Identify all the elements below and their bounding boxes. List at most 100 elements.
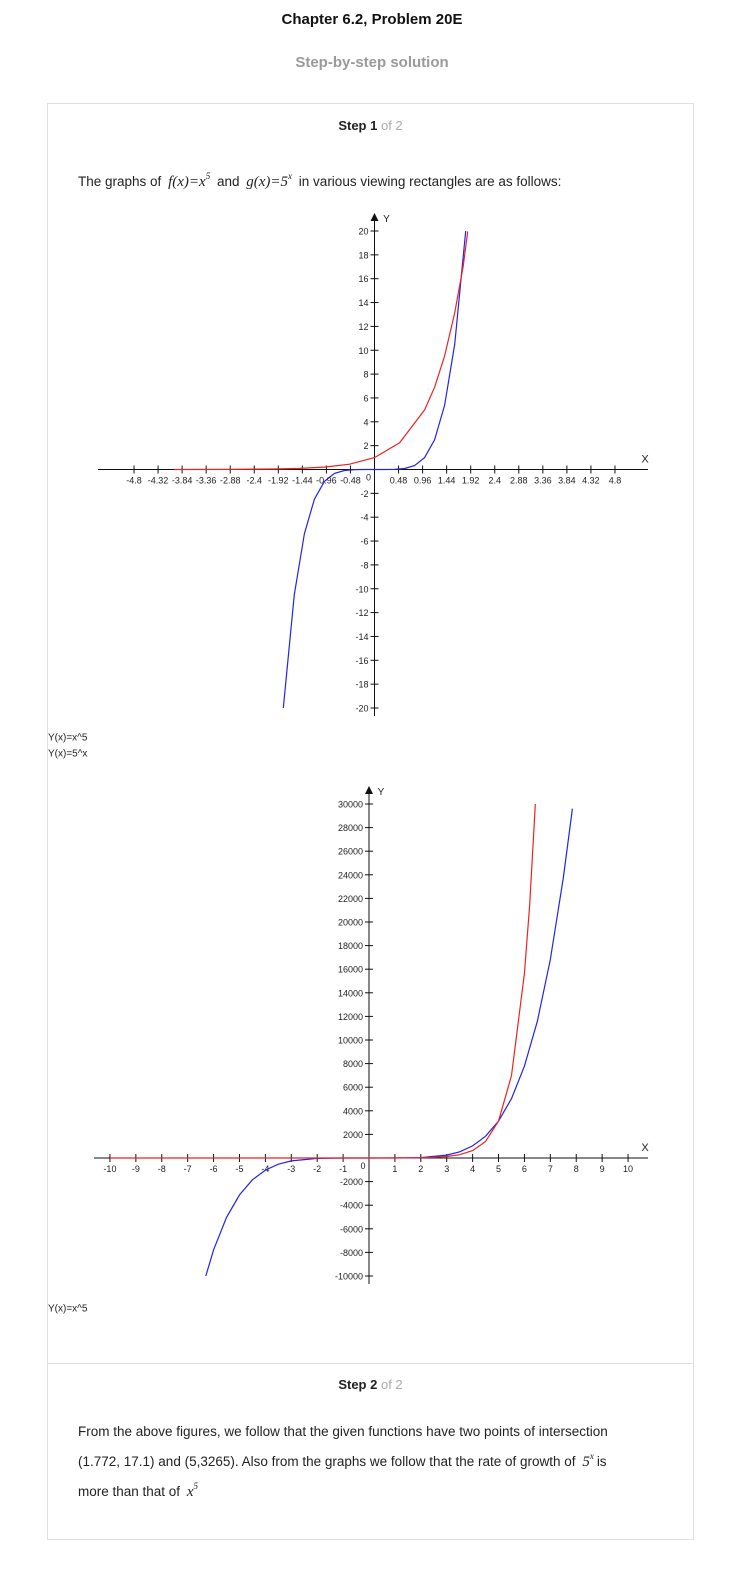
x-tick-label: -8: [158, 1164, 166, 1174]
x-tick-label: 4.32: [582, 476, 600, 486]
y-tick-label: -4000: [340, 1201, 363, 1211]
step-2-text: From the above figures, we follow that t…: [78, 1420, 648, 1504]
x-tick-label: 5: [496, 1164, 501, 1174]
y-tick-label: 6: [363, 393, 368, 403]
y-tick-label: -6: [360, 537, 368, 547]
y-axis-arrow: [370, 213, 379, 221]
x-tick-label: 1.92: [462, 476, 480, 486]
growth-base: 5: [582, 1454, 590, 1470]
y-tick-label: 12000: [338, 1012, 363, 1022]
y-tick-label: 4: [363, 417, 368, 427]
y-tick-label: -6000: [340, 1224, 363, 1234]
graph-2: Y X -10 -9 -8 -7 -6 -5 -4 -3 -2 -1 0 1 2 3 4 5 6 7 8 9 10 30000…: [48, 104, 695, 1344]
y-tick-label: 14: [358, 298, 368, 308]
y-tick-label: 2: [363, 441, 368, 451]
series-line-x-pow-5: [205, 808, 573, 1277]
series-line-5-pow-x: [110, 803, 536, 1159]
legend-label: Y(x)=5^x: [48, 749, 87, 760]
y-tick-label: 26000: [338, 847, 363, 857]
step-2-header: Step 2 of 2: [48, 1377, 693, 1392]
x-tick-label: 2: [418, 1164, 423, 1174]
f-formula-exponent: 5: [205, 171, 211, 181]
y-tick-label: -2000: [340, 1177, 363, 1187]
x-tick-label: -1.44: [292, 476, 313, 486]
x-tick-label: -10: [103, 1164, 116, 1174]
y-tick-label: 4000: [343, 1106, 363, 1116]
slow-exponent: 5: [193, 1481, 199, 1491]
graph-2-svg: YX-10 -9 -8 -7 -6 -5 -4 -3 -2 -1 0 1 2 3 4 5 6 7 8 9 1030000…: [48, 786, 649, 1315]
legend-label: Y(x)=x^5: [48, 733, 88, 744]
y-tick-label: -12: [355, 608, 368, 618]
y-tick-label: 20000: [338, 918, 363, 928]
y-tick-label: -14: [355, 632, 368, 642]
step-2-line-2: (1.772, 17.1) and (5,3265). Also from th…: [78, 1444, 648, 1474]
step-2-line-2-text: (1.772, 17.1) and (5,3265). Also from th…: [78, 1454, 576, 1469]
g-formula: g(x)=5x: [246, 171, 292, 190]
step-1-count: of 2: [380, 118, 403, 133]
legend-label: Y(x)=x^5: [48, 1304, 88, 1315]
intro-and: and: [216, 174, 240, 189]
y-tick-label: 16: [358, 274, 368, 284]
y-tick-label: 28000: [338, 823, 363, 833]
step-1-intro: The graphs of f(x)=x5 and g(x)=5x in var…: [78, 164, 648, 194]
x-tick-label: 3.36: [534, 476, 552, 486]
y-tick-label: 2000: [343, 1130, 363, 1140]
y-tick-label: -16: [355, 656, 368, 666]
f-formula: f(x)=x5: [168, 171, 211, 190]
x-tick-label: -6: [210, 1164, 218, 1174]
chapter-title: Chapter 6.2, Problem 20E: [281, 11, 463, 28]
y-axis-arrow: [365, 786, 373, 794]
y-tick-label: 24000: [338, 870, 363, 880]
y-tick-label: 14000: [338, 988, 363, 998]
graph-1: Y X -4.8 -4.32 -3.84 -3.36 -2.88 -2.4 -1.92 -1.44…: [48, 104, 695, 774]
x-tick-label: -4.8: [126, 476, 142, 486]
x-tick-label: -4.32: [148, 476, 169, 486]
y-tick-label: -18: [355, 680, 368, 690]
x-tick-label: -2: [313, 1164, 321, 1174]
x-tick-label: -1: [339, 1164, 347, 1174]
f-formula-base: f(x)=x: [168, 174, 206, 190]
y-tick-label: 8000: [343, 1059, 363, 1069]
slow-base: x: [186, 1484, 194, 1500]
step-divider: [48, 1363, 693, 1364]
y-tick-label: -8000: [340, 1248, 363, 1258]
y-tick-label: 16000: [338, 965, 363, 975]
x-tick-label: 6: [522, 1164, 527, 1174]
y-tick-label: 18: [358, 250, 368, 260]
x-tick-label: 0.96: [414, 476, 432, 486]
step-2-is: is: [596, 1454, 607, 1469]
x-axis-label: X: [641, 1142, 649, 1154]
x-tick-label: 3: [444, 1164, 449, 1174]
solution-card: Step 1 of 2 The graphs of f(x)=x5 and g(…: [47, 103, 694, 1540]
x-tick-label: 7: [548, 1164, 553, 1174]
step-2-line-3-text: more than that of: [78, 1484, 181, 1499]
x-tick-label: 9: [600, 1164, 605, 1174]
series-line-x-pow-5: [282, 230, 467, 709]
series-line-5-pow-x: [174, 231, 469, 471]
slow-formula: x5: [186, 1481, 199, 1500]
x-tick-label: 8: [574, 1164, 579, 1174]
x-tick-label: -4: [261, 1164, 269, 1174]
y-tick-label: 10000: [338, 1036, 363, 1046]
x-tick-label: -7: [184, 1164, 192, 1174]
step-1-label: Step 1: [338, 118, 378, 133]
x-tick-label: -9: [132, 1164, 140, 1174]
x-tick-label: -3: [287, 1164, 295, 1174]
g-formula-base: g(x)=5: [246, 174, 289, 190]
y-tick-label: -8: [360, 560, 368, 570]
x-tick-label: 10: [623, 1164, 633, 1174]
x-axis-label: X: [641, 454, 649, 466]
y-tick-label: -20: [355, 704, 368, 714]
y-axis-label: Y: [383, 214, 390, 225]
growth-exponent: x: [589, 1451, 594, 1461]
step-2-count: of 2: [380, 1377, 403, 1392]
x-tick-label: 1: [392, 1164, 397, 1174]
graph-1-svg: Y X -4.8 -4.32 -3.84 -3.36 -2.88 -2.4 -1.92 -1.44…: [48, 213, 649, 760]
y-tick-label: 10: [358, 346, 368, 356]
y-tick-label: 8: [363, 370, 368, 380]
step-2-line-1: From the above figures, we follow that t…: [78, 1424, 608, 1439]
x-tick-label: 0.48: [390, 476, 408, 486]
x-tick-label: -0.48: [340, 476, 361, 486]
y-tick-label: 20: [358, 227, 368, 237]
x-tick-label: 4.8: [609, 476, 622, 486]
